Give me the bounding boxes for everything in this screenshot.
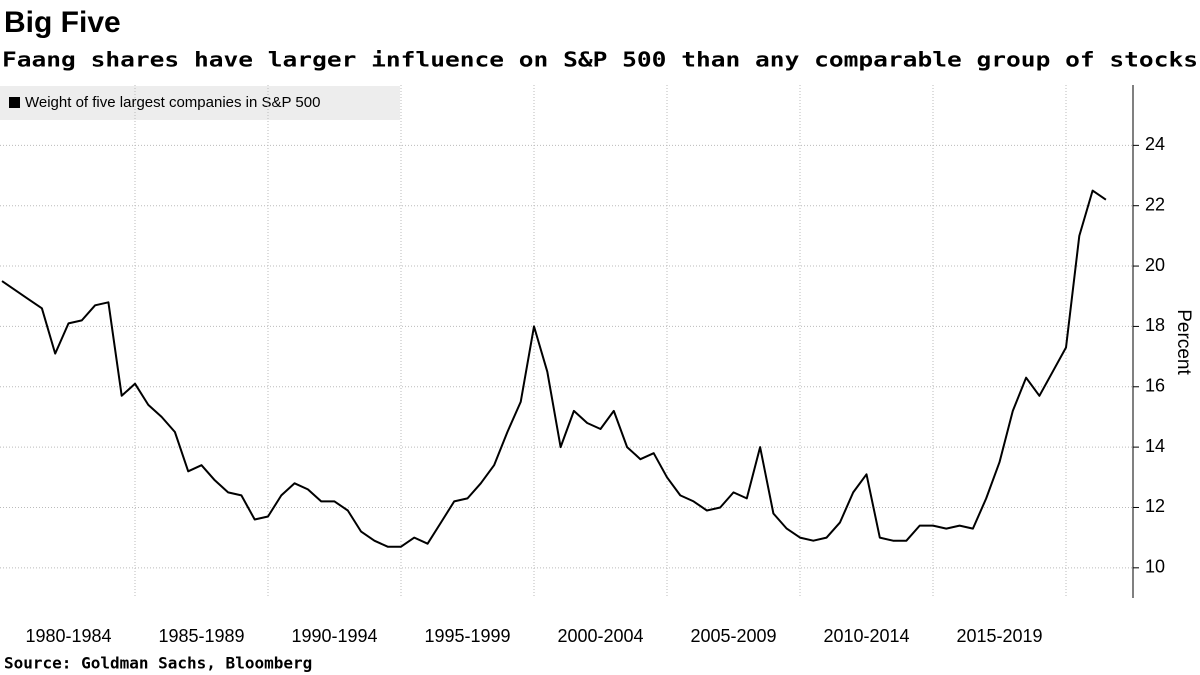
- data-line: [1, 189, 1107, 548]
- legend-label: Weight of five largest companies in S&P …: [25, 94, 320, 111]
- y-tick-label: 20: [1145, 255, 1165, 275]
- source-note: Source: Goldman Sachs, Bloomberg: [4, 654, 312, 673]
- x-tick-label: 1995-1999: [424, 626, 510, 646]
- x-tick-label: 1980-1984: [25, 626, 111, 646]
- y-tick-label: 10: [1145, 557, 1165, 577]
- y-tick-label: 18: [1145, 315, 1165, 335]
- y-tick-label: 24: [1145, 134, 1165, 154]
- x-tick-label: 1985-1989: [158, 626, 244, 646]
- chart-title: Big Five: [4, 6, 121, 39]
- legend-box: [0, 86, 400, 120]
- x-tick-label: 1990-1994: [291, 626, 377, 646]
- legend-swatch: [9, 97, 20, 108]
- x-tick-label: 2010-2014: [823, 626, 909, 646]
- y-tick-label: 22: [1145, 194, 1165, 214]
- x-tick-label: 2015-2019: [956, 626, 1042, 646]
- chart-subtitle: Faang shares have larger influence on S&…: [2, 48, 1198, 72]
- y-tick-label: 12: [1145, 496, 1165, 516]
- x-tick-label: 2005-2009: [690, 626, 776, 646]
- y-tick-label: 16: [1145, 376, 1165, 396]
- y-axis-title: Percent: [1173, 309, 1194, 375]
- y-tick-label: 14: [1145, 436, 1165, 456]
- x-tick-label: 2000-2004: [557, 626, 643, 646]
